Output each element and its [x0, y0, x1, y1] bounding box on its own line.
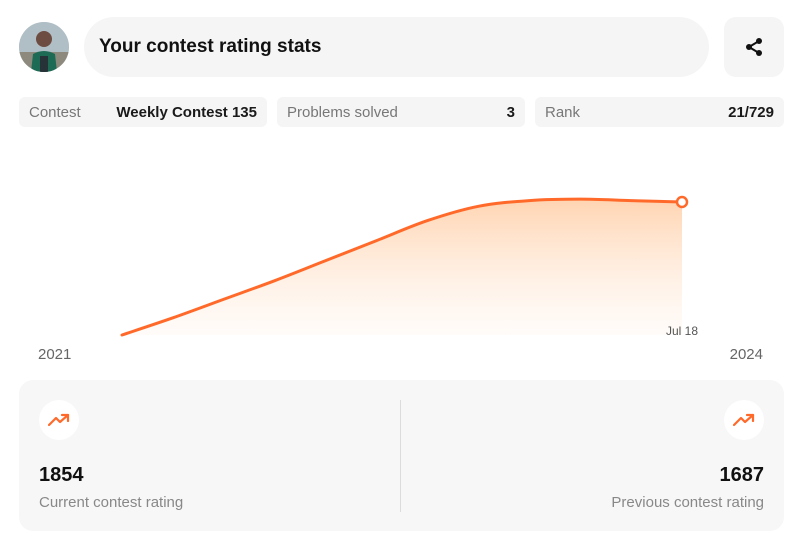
- trending-up-icon: [48, 413, 70, 427]
- current-trend-badge: [39, 400, 79, 440]
- current-rating-label: Current contest rating: [39, 494, 184, 511]
- trending-up-icon: [733, 413, 755, 427]
- rank-value: 21/729: [728, 103, 774, 121]
- contest-label: Contest: [29, 103, 81, 121]
- title-bar: Your contest rating stats: [84, 17, 709, 77]
- page-title: Your contest rating stats: [99, 36, 322, 57]
- x-axis-start-label: 2021: [38, 346, 72, 363]
- current-rating-value: 1854: [39, 464, 84, 486]
- contest-value: Weekly Contest 135: [116, 103, 257, 121]
- current-rating-point[interactable]: [675, 195, 689, 209]
- problems-solved-pill: Problems solved 3: [277, 97, 525, 127]
- rating-stats-card: 1854 Current contest rating 1687 Previou…: [19, 380, 784, 531]
- rating-chart[interactable]: Jul 18: [0, 130, 796, 375]
- contest-pill: Contest Weekly Contest 135: [19, 97, 267, 127]
- share-icon: [746, 38, 762, 56]
- problems-solved-value: 3: [506, 103, 515, 121]
- previous-trend-badge: [724, 400, 764, 440]
- rating-line: [120, 197, 684, 337]
- avatar: [19, 22, 69, 72]
- stats-divider: [400, 400, 401, 512]
- previous-rating-value: 1687: [719, 464, 765, 486]
- share-button[interactable]: [724, 17, 784, 77]
- problems-solved-label: Problems solved: [287, 103, 398, 121]
- rating-area-fill: [122, 199, 682, 335]
- user-avatar: [19, 22, 69, 72]
- previous-rating-label: Previous contest rating: [611, 494, 764, 511]
- rank-label: Rank: [545, 103, 581, 121]
- highlight-date-label: Jul 18: [666, 324, 698, 338]
- rank-pill: Rank 21/729: [535, 97, 784, 127]
- x-axis-end-label: 2024: [729, 346, 763, 363]
